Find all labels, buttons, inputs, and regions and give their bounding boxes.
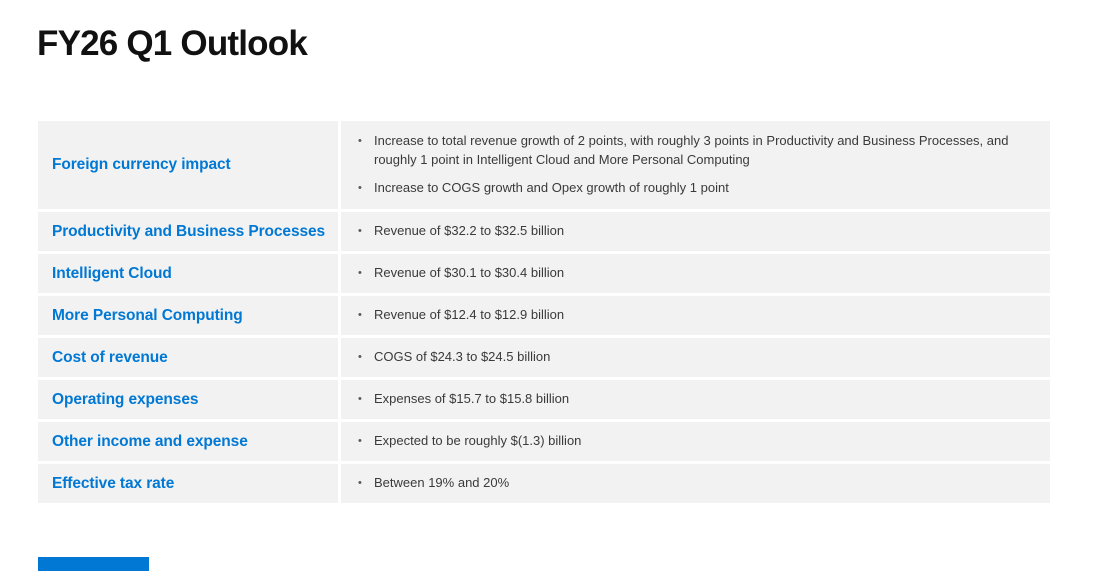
bullet-item: Expected to be roughly $(1.3) billion [358,432,1040,451]
row-label: Other income and expense [52,432,248,450]
bullet-dot [358,179,374,198]
table-row-productivity: Productivity and Business Processes Reve… [38,212,1050,251]
row-label-cell: Operating expenses [38,380,338,419]
table-row-operating-expenses: Operating expenses Expenses of $15.7 to … [38,380,1050,419]
row-label-cell: Effective tax rate [38,464,338,503]
row-label-cell: Intelligent Cloud [38,254,338,293]
bullet-dot [358,348,374,367]
row-label: Effective tax rate [52,474,175,492]
bullet-dot [358,432,374,451]
table-row-foreign-currency: Foreign currency impact Increase to tota… [38,121,1050,209]
bullet-text: Revenue of $30.1 to $30.4 billion [374,265,565,281]
row-label: Intelligent Cloud [52,264,172,282]
row-label-cell: Foreign currency impact [38,121,338,209]
bullet-item: Revenue of $30.1 to $30.4 billion [358,264,1040,283]
outlook-table: Foreign currency impact Increase to tota… [38,121,1050,506]
row-content-cell: Revenue of $32.2 to $32.5 billion [341,212,1050,251]
row-label: More Personal Computing [52,306,243,324]
row-label-cell: Productivity and Business Processes [38,212,338,251]
slide-title: FY26 Q1 Outlook [37,24,308,63]
row-content-cell: Expected to be roughly $(1.3) billion [341,422,1050,461]
bullet-text: Expenses of $15.7 to $15.8 billion [374,391,570,407]
bullet-text: Revenue of $12.4 to $12.9 billion [374,307,565,323]
table-row-more-personal-computing: More Personal Computing Revenue of $12.4… [38,296,1050,335]
bullet-text: COGS of $24.3 to $24.5 billion [374,349,551,365]
bullet-dot [358,132,374,151]
row-label-cell: More Personal Computing [38,296,338,335]
row-content-cell: Between 19% and 20% [341,464,1050,503]
bullet-text: Between 19% and 20% [374,475,510,491]
row-content-cell: Expenses of $15.7 to $15.8 billion [341,380,1050,419]
row-content-cell: Revenue of $12.4 to $12.9 billion [341,296,1050,335]
bullet-text: Expected to be roughly $(1.3) billion [374,433,582,449]
row-label: Productivity and Business Processes [52,222,326,240]
row-content-cell: Increase to total revenue growth of 2 po… [341,121,1050,209]
table-row-intelligent-cloud: Intelligent Cloud Revenue of $30.1 to $3… [38,254,1050,293]
table-row-other-income-expense: Other income and expense Expected to be … [38,422,1050,461]
row-label: Operating expenses [52,390,199,408]
bullet-dot [358,306,374,325]
bullet-dot [358,264,374,283]
bullet-item: Revenue of $12.4 to $12.9 billion [358,306,1040,325]
bullet-item: Between 19% and 20% [358,474,1040,493]
row-content-cell: COGS of $24.3 to $24.5 billion [341,338,1050,377]
bullet-dot [358,222,374,241]
row-label-cell: Other income and expense [38,422,338,461]
bullet-item: Revenue of $32.2 to $32.5 billion [358,222,1040,241]
table-row-cost-of-revenue: Cost of revenue COGS of $24.3 to $24.5 b… [38,338,1050,377]
row-label-cell: Cost of revenue [38,338,338,377]
table-row-effective-tax-rate: Effective tax rate Between 19% and 20% [38,464,1050,503]
row-label: Foreign currency impact [52,156,231,173]
bullet-dot [358,474,374,493]
bullet-item: COGS of $24.3 to $24.5 billion [358,348,1040,367]
footer-accent-bar [38,557,149,571]
bullet-dot [358,390,374,409]
bullet-text: Increase to COGS growth and Opex growth … [374,180,729,196]
row-content-cell: Revenue of $30.1 to $30.4 billion [341,254,1050,293]
row-label: Cost of revenue [52,348,168,366]
bullet-text: Increase to total revenue growth of 2 po… [374,132,1009,167]
bullet-item: Expenses of $15.7 to $15.8 billion [358,390,1040,409]
bullet-text: Revenue of $32.2 to $32.5 billion [374,223,565,239]
bullet-item: Increase to total revenue growth of 2 po… [358,132,1040,170]
bullet-item: Increase to COGS growth and Opex growth … [358,179,1040,198]
